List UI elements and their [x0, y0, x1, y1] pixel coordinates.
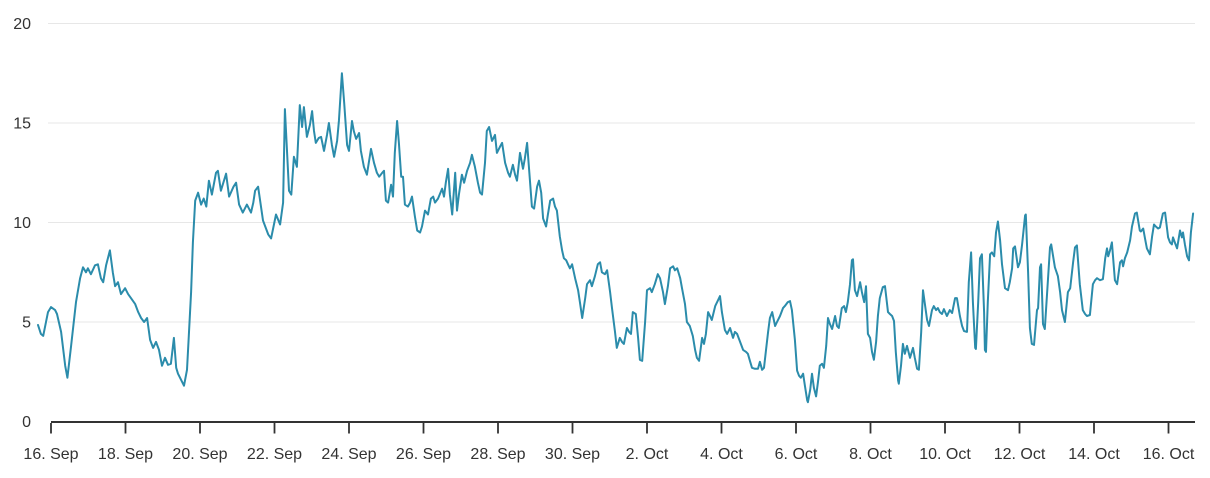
x-axis-tick-label: 20. Sep — [172, 446, 227, 463]
x-axis-tick-label: 4. Oct — [700, 446, 743, 463]
x-axis-tick-label: 10. Oct — [919, 446, 971, 463]
x-axis-tick-label: 30. Sep — [545, 446, 600, 463]
x-axis-tick-label: 12. Oct — [994, 446, 1046, 463]
x-axis-tick-label: 16. Sep — [23, 446, 78, 463]
x-axis-tick-label: 16. Oct — [1143, 446, 1195, 463]
y-axis-tick-label: 0 — [22, 414, 31, 431]
x-axis: 16. Sep 18. Sep 20. Sep 22. Sep 24. Sep 26. S… — [23, 421, 1195, 463]
y-gridlines — [48, 23, 1195, 323]
x-axis-tick-label: 26. Sep — [396, 446, 451, 463]
x-axis-tick-label: 8. Oct — [849, 446, 892, 463]
x-axis-tick-label: 18. Sep — [98, 446, 153, 463]
y-axis-tick-label: 20 — [13, 16, 31, 33]
x-axis-tick-label: 2. Oct — [626, 446, 669, 463]
x-axis-tick-label: 24. Sep — [321, 446, 376, 463]
series-line — [37, 72, 1195, 404]
y-axis-tick-label: 10 — [13, 215, 31, 232]
series-layer — [37, 72, 1195, 404]
x-axis-tick-label: 28. Sep — [470, 446, 525, 463]
y-axis-tick-label: 5 — [22, 315, 31, 332]
y-axis-labels: 0 5 10 15 20 — [13, 16, 31, 431]
x-axis-tick-label: 22. Sep — [247, 446, 302, 463]
x-axis-tick-label: 14. Oct — [1068, 446, 1120, 463]
x-axis-tick-label: 6. Oct — [775, 446, 818, 463]
y-axis-tick-label: 15 — [13, 116, 31, 133]
